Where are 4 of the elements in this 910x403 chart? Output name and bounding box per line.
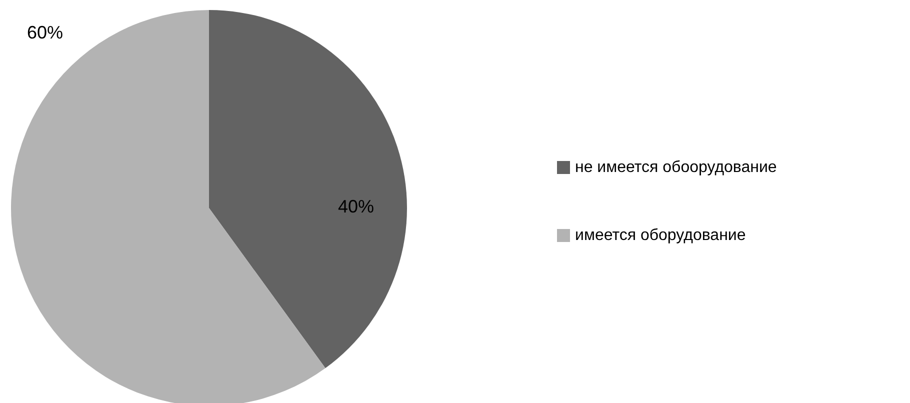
data-label: 60% [26, 22, 64, 43]
legend-label: не имеется обоорудование [575, 159, 777, 176]
data-label: 40% [338, 196, 374, 216]
legend-label: имеется оборудование [575, 227, 746, 244]
